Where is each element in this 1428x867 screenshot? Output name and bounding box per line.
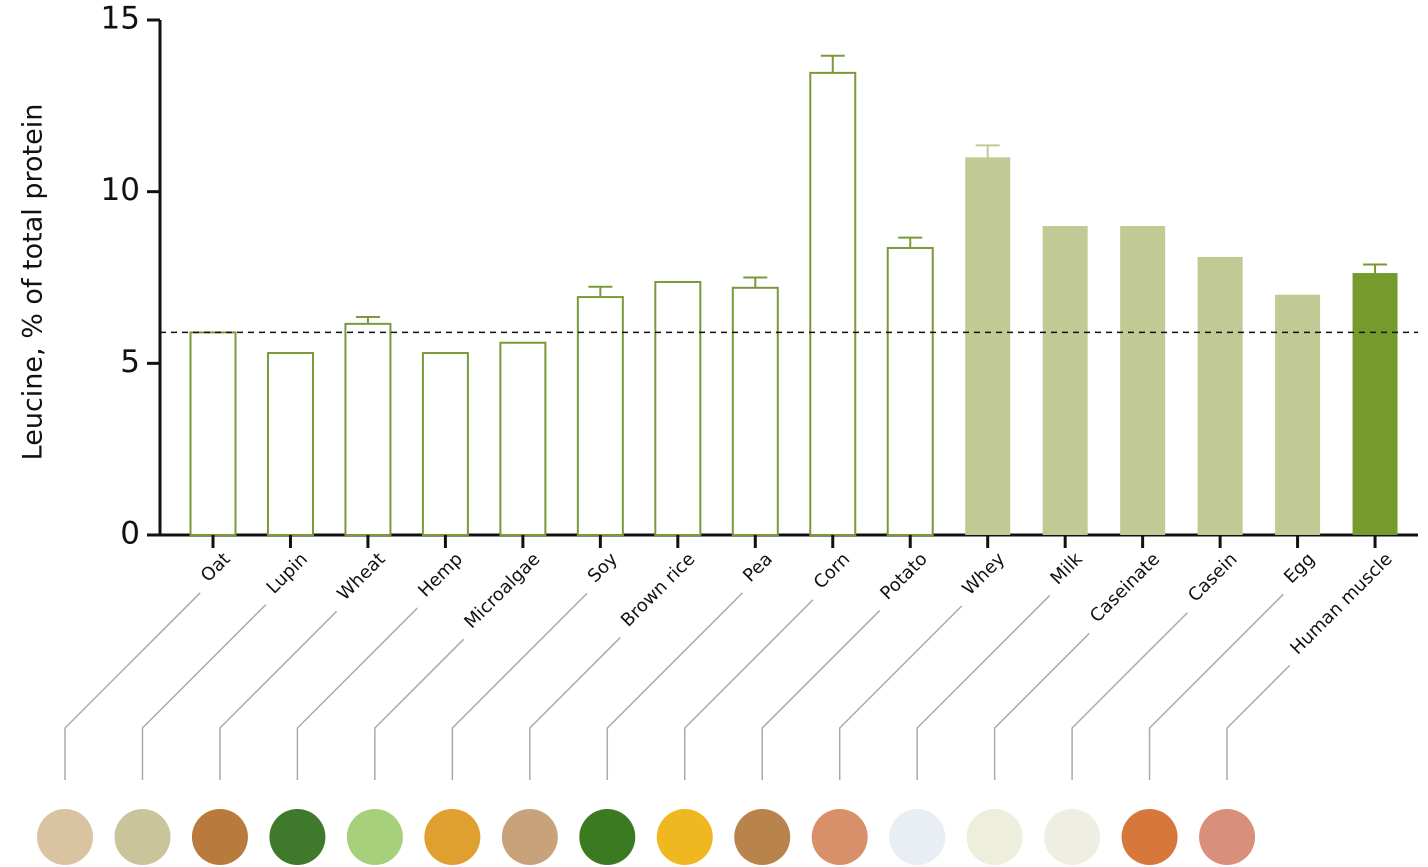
bar <box>1120 226 1166 535</box>
x-tick-label: Corn <box>810 549 855 594</box>
x-tick-label: Lupin <box>263 549 312 598</box>
x-tick-label: Brown rice <box>617 549 699 631</box>
leader-line <box>296 607 419 780</box>
food-icon <box>734 809 791 865</box>
food-icon <box>966 809 1023 865</box>
y-tick-label: 15 <box>101 1 140 37</box>
y-tick-label: 10 <box>101 172 140 208</box>
x-tick-label: Caseinate <box>1086 549 1164 627</box>
food-icon <box>1044 809 1101 865</box>
bar <box>344 322 392 536</box>
bar <box>576 296 624 536</box>
food-icon <box>269 809 326 865</box>
food-icon <box>501 809 558 865</box>
food-icon <box>114 809 171 865</box>
leader-line <box>1226 664 1291 780</box>
food-icon <box>579 809 636 865</box>
bar <box>1352 273 1398 535</box>
leader-line <box>64 592 201 780</box>
bar <box>654 280 702 537</box>
x-tick-label: Microalgae <box>460 549 544 633</box>
leader-line <box>606 592 743 780</box>
leader-line <box>374 638 465 780</box>
x-tick-label: Soy <box>584 548 622 586</box>
leader-line <box>1148 593 1284 780</box>
bar <box>965 157 1011 536</box>
leader-line <box>451 592 588 780</box>
food-icon <box>811 809 868 865</box>
bar <box>421 352 469 536</box>
x-tick-label: Hemp <box>414 549 467 602</box>
leader-line <box>219 610 338 780</box>
x-tick-label: Milk <box>1046 548 1087 589</box>
bar <box>731 286 779 536</box>
x-tick-label: Whey <box>958 548 1009 599</box>
y-tick-label: 5 <box>120 344 140 380</box>
bar <box>266 352 314 536</box>
food-icon <box>1121 809 1178 865</box>
leader-line <box>838 605 963 780</box>
leader-line <box>1071 612 1188 780</box>
food-icon <box>424 809 481 865</box>
food-icon <box>346 809 403 865</box>
bar <box>1275 294 1321 535</box>
leader-line <box>761 610 881 780</box>
leader-line <box>993 632 1090 780</box>
leader-line <box>684 599 814 780</box>
food-icon <box>656 809 713 865</box>
bar <box>189 331 237 536</box>
leader-line <box>916 594 1051 780</box>
food-icon <box>889 809 946 865</box>
leader-line <box>529 637 621 780</box>
y-axis-label: Leucine, % of total protein <box>18 104 49 461</box>
bar <box>1197 256 1243 535</box>
bar <box>809 71 857 537</box>
food-icon <box>37 809 93 865</box>
x-tick-label: Potato <box>876 549 931 604</box>
x-tick-label: Egg <box>1280 549 1319 588</box>
bar <box>886 246 934 536</box>
bar <box>499 341 547 536</box>
y-tick-label: 0 <box>120 516 140 552</box>
x-tick-label: Pea <box>739 549 777 587</box>
leader-line <box>141 604 267 780</box>
bar <box>1042 226 1088 535</box>
x-tick-label: Wheat <box>333 549 389 605</box>
food-icon <box>191 809 248 865</box>
x-tick-label: Oat <box>197 549 235 587</box>
x-tick-label: Casein <box>1184 549 1242 607</box>
food-icon <box>1199 809 1256 865</box>
